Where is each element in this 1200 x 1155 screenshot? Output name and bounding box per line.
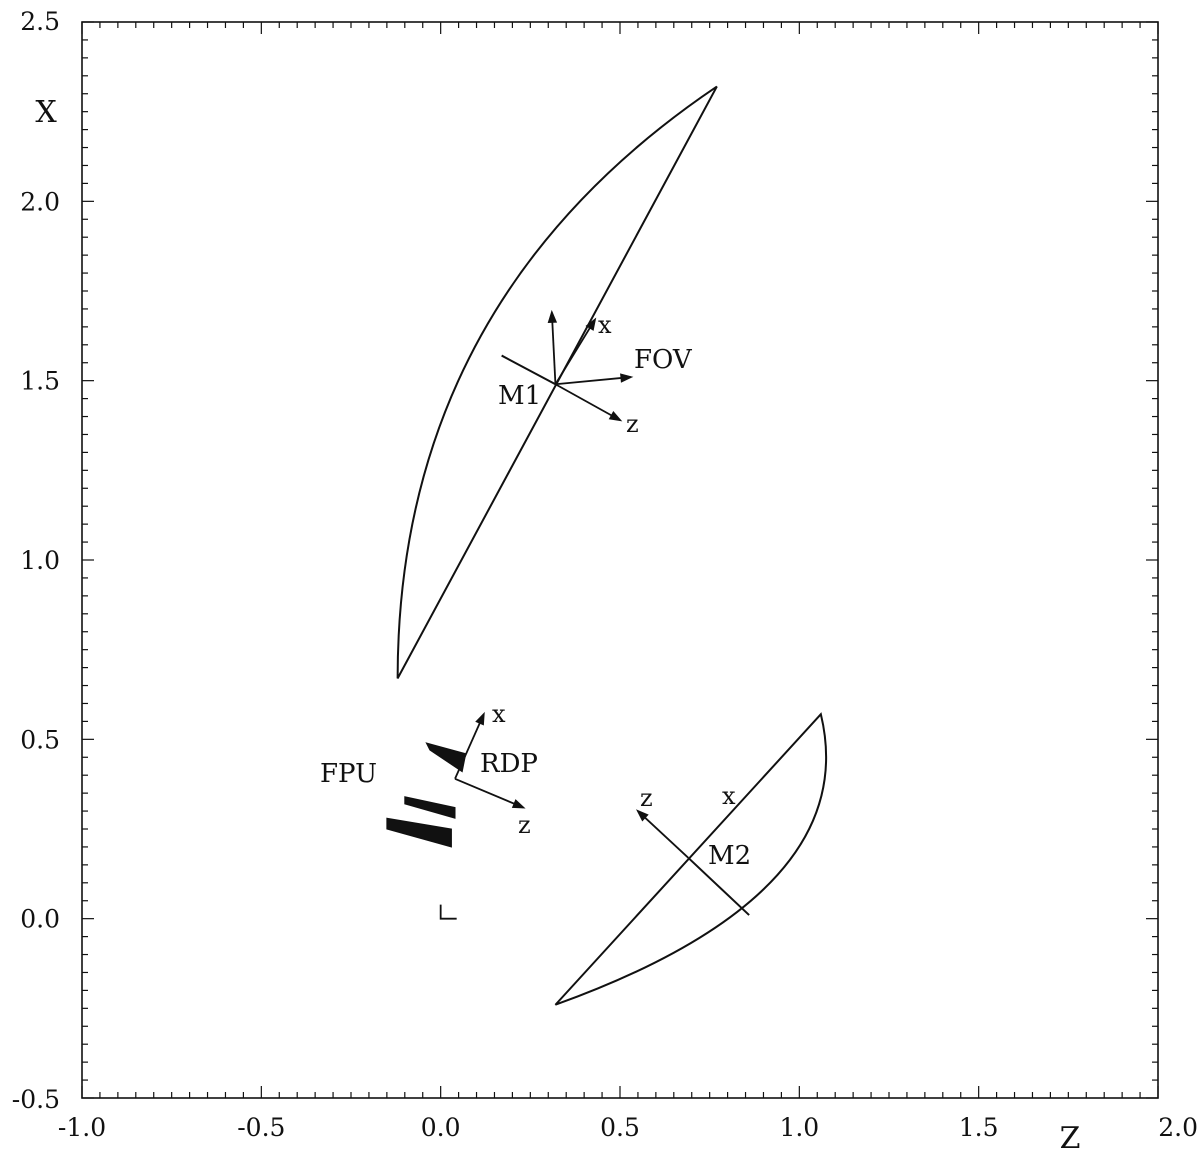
y-tick-label: -0.5 — [12, 1085, 60, 1114]
x-tick-label: 1.5 — [959, 1113, 999, 1142]
mirror-m2 — [554, 712, 828, 1006]
m2-frame-z-arrow-head — [636, 809, 649, 822]
minor-ticks — [82, 22, 1158, 1098]
fpu-elements — [386, 742, 467, 848]
fpu-element-3 — [386, 817, 452, 848]
y-tick-labels: -0.5 0.0 0.5 1.0 1.5 2.0 2.5 — [12, 7, 60, 1114]
major-ticks — [81, 21, 1159, 1099]
x-tick-label: -1.0 — [58, 1113, 106, 1142]
y-tick-label: 0.0 — [20, 905, 60, 934]
rdp-frame-x-arrow-head — [475, 711, 485, 726]
m2-frame-z-arrow — [637, 810, 689, 859]
m1-frame-z-arrow-head — [608, 410, 623, 422]
m1-normal-line — [501, 354, 556, 386]
y-tick-label: 1.0 — [20, 546, 60, 575]
rdp-frame-z-arrow-head — [511, 799, 526, 809]
label-m2: M2 — [708, 841, 751, 871]
y-tick-label: 2.5 — [20, 7, 60, 36]
label-rdp-z: z — [518, 811, 531, 839]
x-tick-label: 0.0 — [421, 1113, 461, 1142]
label-m1-x: x — [598, 311, 612, 339]
fpu-element-2 — [404, 796, 456, 819]
m1-outline — [396, 85, 718, 679]
label-fpu: FPU — [320, 759, 377, 789]
y-tick-label: 2.0 — [20, 187, 60, 216]
label-m2-x: x — [722, 782, 736, 810]
x-axis-title: Z — [1060, 1121, 1081, 1155]
label-rdp-x: x — [492, 700, 506, 728]
m1-fov-arrow-b — [555, 376, 631, 386]
label-m1: M1 — [498, 381, 541, 411]
x-tick-labels: -1.0 -0.5 0.0 0.5 1.0 1.5 2.0 — [58, 1113, 1198, 1142]
label-m2-z: z — [640, 784, 653, 812]
label-rdp: RDP — [480, 749, 538, 779]
label-fov: FOV — [634, 345, 693, 375]
rdp-frame-z-arrow — [454, 777, 524, 809]
m1-frame-x-arrow-head — [585, 317, 597, 331]
y-axis-title: X — [35, 95, 57, 130]
mirror-m1 — [396, 85, 718, 679]
m1-fov-arrow-a — [550, 312, 557, 385]
x-tick-label: 1.0 — [779, 1113, 819, 1142]
m1-frame-z-arrow — [555, 383, 621, 421]
x-tick-label: -0.5 — [237, 1113, 285, 1142]
fpu-element-1 — [425, 742, 467, 773]
m2-outline — [554, 712, 828, 1006]
y-tick-label: 1.5 — [20, 367, 60, 396]
x-tick-label: 2.0 — [1158, 1113, 1198, 1142]
m1-fov-arrow-a-head — [547, 309, 558, 324]
label-m1-z: z — [626, 410, 639, 438]
x-tick-label: 0.5 — [600, 1113, 640, 1142]
origin-marker — [439, 904, 457, 920]
m2-normal-line — [687, 856, 750, 916]
m1-fov-arrow-b-head — [620, 373, 634, 383]
y-tick-label: 0.5 — [20, 725, 60, 754]
m1-frame-x-arrow — [554, 319, 596, 385]
